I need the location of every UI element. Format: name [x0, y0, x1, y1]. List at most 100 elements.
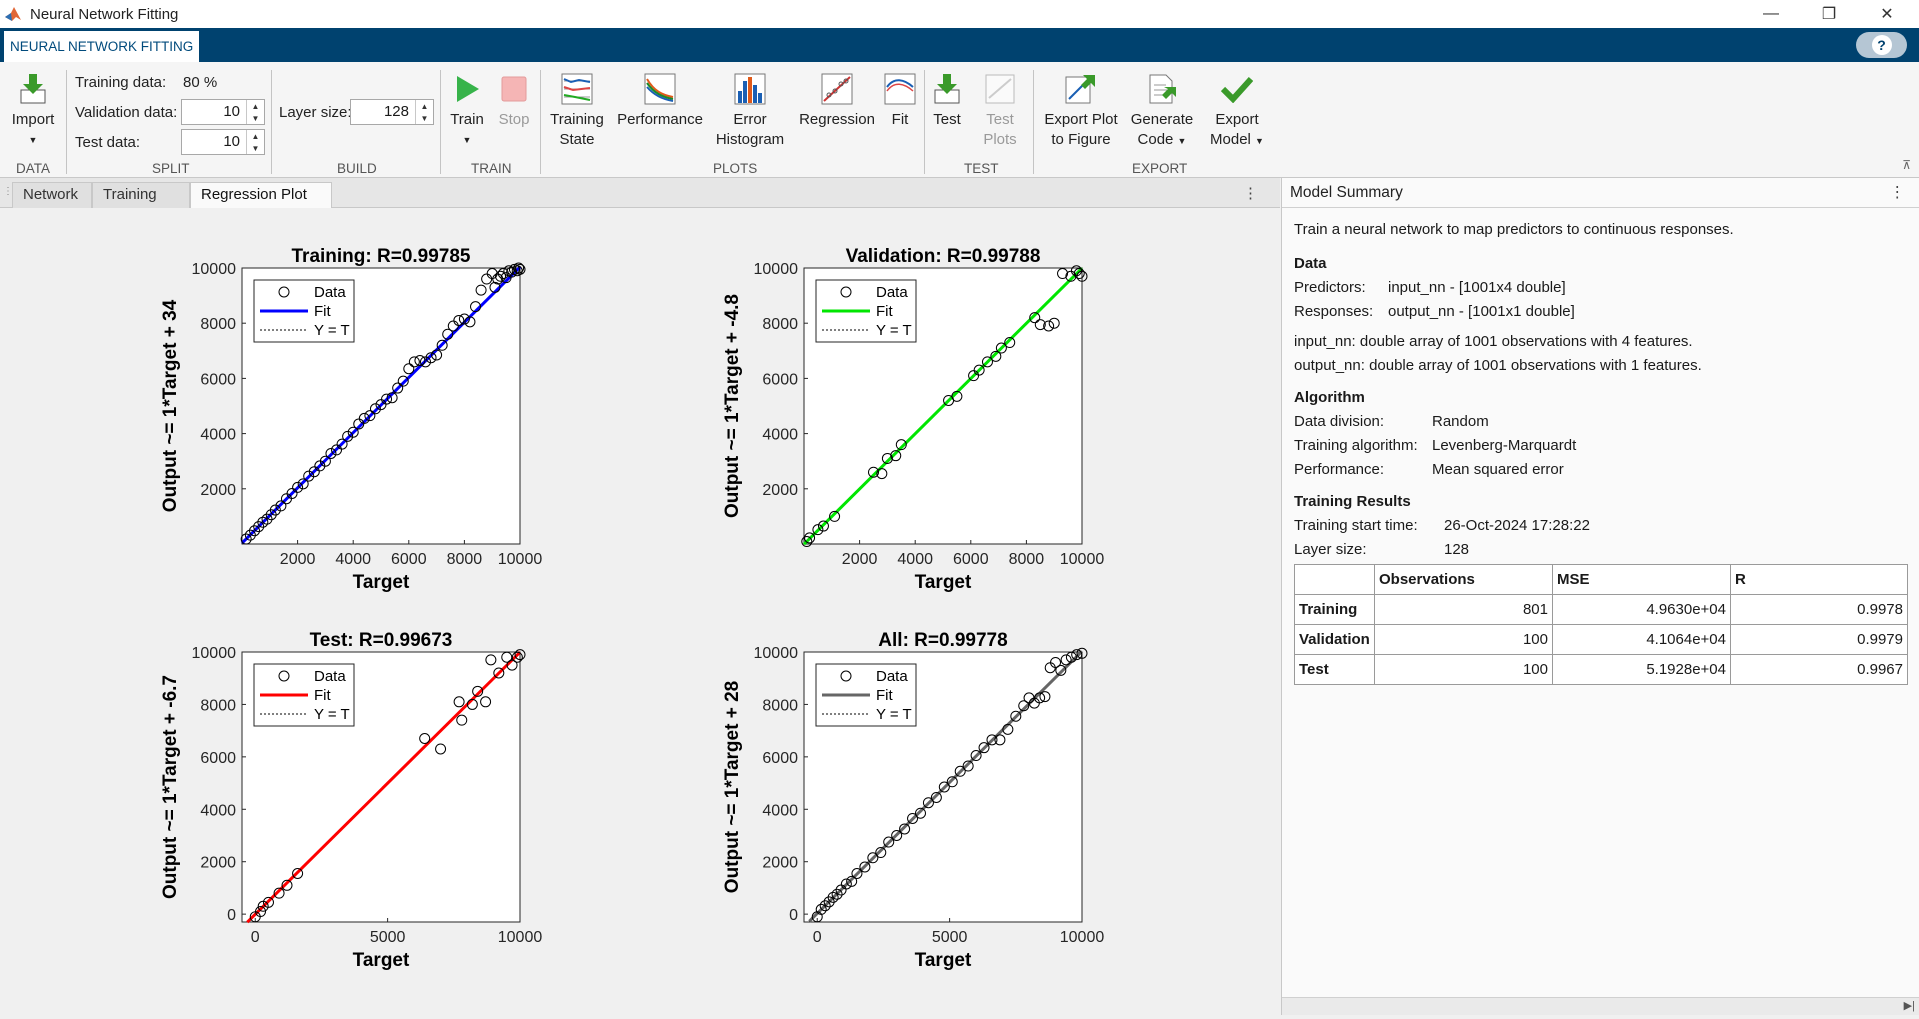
legend-entry: Data: [876, 668, 908, 685]
table-header-observations: Observations: [1375, 565, 1553, 595]
toolstrip: Import ▼ DATA Training data: 80 % Valida…: [0, 62, 1919, 178]
row-observations: 100: [1375, 625, 1553, 655]
fit-button[interactable]: Fit: [882, 72, 918, 130]
x-tick-label: 2000: [280, 551, 316, 568]
table-header-r: R: [1731, 565, 1908, 595]
horizontal-scrollbar[interactable]: ▶|: [1282, 997, 1919, 1015]
export-model-label-2: Model: [1210, 131, 1251, 148]
chevron-down-icon: ▼: [463, 130, 472, 150]
training-algorithm-row: Training algorithm: Levenberg-Marquardt: [1294, 434, 1907, 458]
tab-regression-plot[interactable]: Regression Plot ✕: [190, 182, 332, 208]
tab-network[interactable]: Network: [12, 182, 92, 208]
generate-code-button[interactable]: Generate Code ▼: [1127, 72, 1197, 151]
y-tick-label: 0: [789, 907, 798, 924]
regression-icon: [820, 72, 854, 106]
performance-button[interactable]: Performance: [617, 72, 703, 130]
spinner-down-icon[interactable]: ▼: [247, 142, 264, 154]
error-histogram-label-2: Histogram: [716, 130, 784, 150]
validation-data-value[interactable]: 10: [182, 100, 246, 124]
regression-button[interactable]: Regression: [797, 72, 877, 130]
export-plot-to-figure-button[interactable]: Export Plot to Figure: [1042, 72, 1120, 150]
y-axis-label: Output ~= 1*Target + -4.8: [722, 294, 743, 518]
section-build: BUILD: [337, 161, 377, 176]
row-name: Training: [1295, 595, 1375, 625]
predictors-row: Predictors: input_nn - [1001x4 double]: [1294, 276, 1907, 300]
performance-label: Performance: [617, 110, 703, 130]
x-tick-label: 8000: [1009, 551, 1045, 568]
training-data-label: Training data:: [75, 74, 166, 91]
test-data-value[interactable]: 10: [182, 130, 246, 154]
training-algorithm-value: Levenberg-Marquardt: [1432, 434, 1576, 458]
table-row: Test 100 5.1928e+04 0.9967: [1295, 655, 1908, 685]
legend-entry: Data: [876, 284, 908, 301]
training-state-button[interactable]: Training State: [544, 72, 610, 150]
y-tick-label: 8000: [200, 316, 236, 333]
matlab-logo-icon: [4, 4, 24, 24]
spinner-down-icon[interactable]: ▼: [247, 112, 264, 124]
stop-label: Stop: [499, 110, 530, 130]
test-data-spinner[interactable]: 10 ▲ ▼: [181, 129, 265, 155]
layer-size-spinner[interactable]: 128 ▲ ▼: [350, 99, 434, 125]
document-tabs: ⋮ Network Training Regression Plot ✕ ⋮: [0, 178, 1280, 208]
export-model-button[interactable]: Export Model ▼: [1204, 72, 1270, 151]
import-button[interactable]: Import ▼: [8, 72, 58, 150]
y-tick-label: 6000: [200, 750, 236, 767]
restore-button[interactable]: ❐: [1801, 0, 1857, 28]
x-tick-label: 10000: [1060, 929, 1105, 946]
section-data: DATA: [16, 161, 50, 176]
row-mse: 4.9630e+04: [1553, 595, 1731, 625]
legend-entry: Y = T: [314, 322, 350, 339]
close-button[interactable]: ✕: [1859, 0, 1915, 28]
model-summary-panel: Model Summary ⋮ Train a neural network t…: [1281, 178, 1919, 1015]
legend-entry: Y = T: [876, 706, 912, 723]
collapse-toolstrip-icon[interactable]: ⊼: [1902, 158, 1911, 172]
section-plots: PLOTS: [713, 161, 757, 176]
tab-training-label: Training: [103, 186, 157, 203]
x-tick-label: 10000: [1060, 551, 1105, 568]
row-observations: 801: [1375, 595, 1553, 625]
summary-title: Model Summary: [1290, 184, 1403, 201]
error-histogram-button[interactable]: Error Histogram: [712, 72, 788, 150]
y-tick-label: 4000: [762, 427, 798, 444]
more-options-icon[interactable]: ⋮: [1243, 184, 1258, 202]
test-button[interactable]: Test: [930, 72, 964, 130]
x-axis-label: Target: [915, 950, 972, 971]
train-label: Train: [450, 110, 484, 130]
y-tick-label: 4000: [200, 802, 236, 819]
spinner-up-icon[interactable]: ▲: [416, 100, 433, 112]
tab-network-label: Network: [23, 186, 78, 203]
train-button[interactable]: Train ▼: [447, 72, 487, 150]
import-label: Import: [12, 110, 55, 130]
test-plots-button[interactable]: Test Plots: [972, 72, 1028, 150]
spinner-up-icon[interactable]: ▲: [247, 100, 264, 112]
more-options-icon[interactable]: ⋮: [1890, 178, 1906, 208]
help-button[interactable]: ?: [1856, 32, 1907, 58]
tab-neural-network-fitting[interactable]: NEURAL NETWORK FITTING: [4, 31, 199, 62]
export-plot-label-2: to Figure: [1051, 130, 1110, 150]
x-axis-label: Target: [915, 572, 972, 593]
performance-icon: [643, 72, 677, 106]
training-state-icon: [560, 72, 594, 106]
data-division-row: Data division: Random: [1294, 410, 1907, 434]
y-tick-label: 0: [227, 907, 236, 924]
x-tick-label: 4000: [897, 551, 933, 568]
row-name: Test: [1295, 655, 1375, 685]
y-tick-label: 10000: [192, 645, 237, 662]
stop-button[interactable]: Stop: [494, 72, 534, 130]
spinner-up-icon[interactable]: ▲: [247, 130, 264, 142]
data-division-value: Random: [1432, 410, 1489, 434]
regression-chart-1: Training: R=0.99785TargetOutput ~= 1*Tar…: [160, 246, 542, 593]
tab-training[interactable]: Training: [92, 182, 190, 208]
scroll-right-icon[interactable]: ▶|: [1904, 999, 1915, 1012]
spinner-down-icon[interactable]: ▼: [416, 112, 433, 124]
layer-size-value[interactable]: 128: [351, 100, 415, 124]
training-state-label-1: Training: [550, 110, 604, 130]
validation-data-spinner[interactable]: 10 ▲ ▼: [181, 99, 265, 125]
minimize-button[interactable]: —: [1743, 0, 1799, 28]
export-model-label: Export: [1215, 110, 1258, 130]
table-header-mse: MSE: [1553, 565, 1731, 595]
performance-label: Performance:: [1294, 458, 1432, 482]
row-mse: 5.1928e+04: [1553, 655, 1731, 685]
validation-data-label: Validation data:: [75, 104, 177, 121]
chevron-down-icon: ▼: [1255, 136, 1264, 146]
